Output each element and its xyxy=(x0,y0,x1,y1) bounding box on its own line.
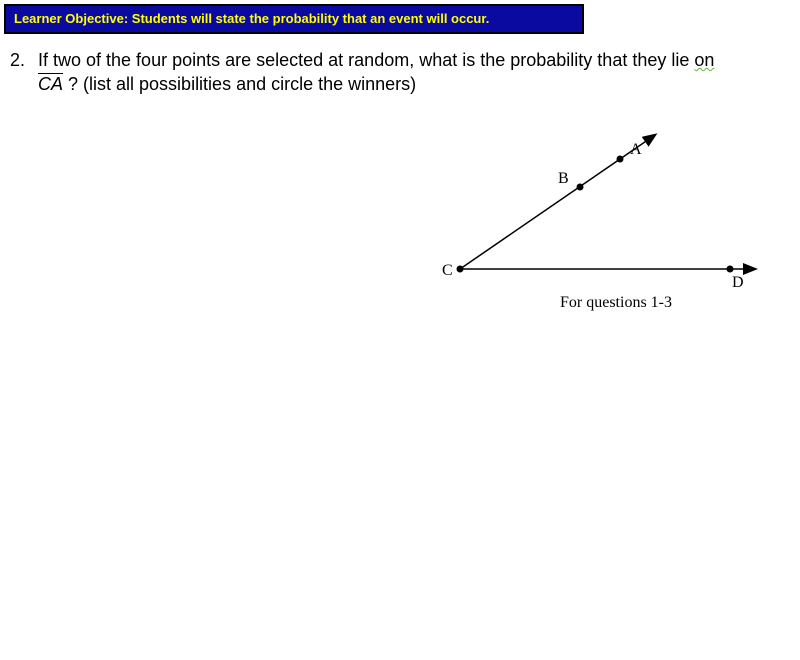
question-part2: ? (list all possibilities and circle the… xyxy=(63,74,416,94)
geometry-diagram: C B A D For questions 1-3 xyxy=(420,129,780,329)
point-b xyxy=(577,184,584,191)
question-number: 2. xyxy=(10,48,38,97)
ray-ca xyxy=(460,135,655,269)
objective-text: Learner Objective: Students will state t… xyxy=(14,11,489,26)
question-wavy: on xyxy=(694,50,714,70)
diagram-caption: For questions 1-3 xyxy=(560,294,672,311)
label-d: D xyxy=(732,274,744,291)
point-a xyxy=(617,156,624,163)
question-block: 2. If two of the four points are selecte… xyxy=(0,34,800,97)
point-c xyxy=(457,266,464,273)
segment-label: CA xyxy=(38,74,63,94)
label-c: C xyxy=(442,262,453,279)
diagram-svg: C B A D For questions 1-3 xyxy=(420,129,780,329)
question-part1: If two of the four points are selected a… xyxy=(38,50,694,70)
label-a: A xyxy=(630,141,642,158)
objective-header: Learner Objective: Students will state t… xyxy=(4,4,584,34)
question-text: If two of the four points are selected a… xyxy=(38,48,774,97)
point-d xyxy=(727,266,734,273)
label-b: B xyxy=(558,170,569,187)
